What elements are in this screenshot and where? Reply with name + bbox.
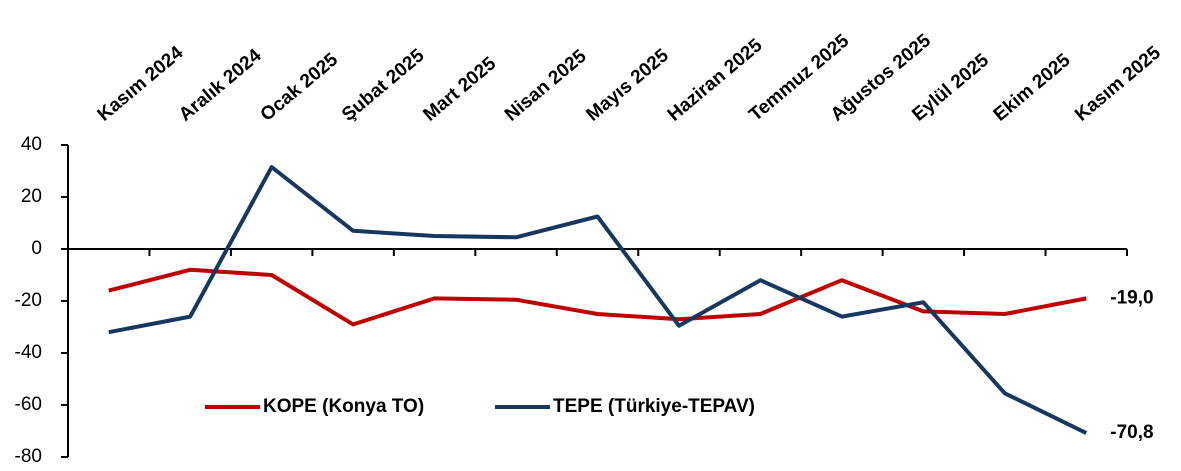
y-tick-label: -20 (15, 290, 42, 311)
y-tick-label: -80 (15, 446, 42, 467)
x-tick-label: Ocak 2025 (257, 49, 343, 126)
x-tick-label: Mayıs 2025 (582, 45, 673, 126)
x-tick-label: Aralık 2024 (175, 45, 266, 126)
y-tick-label: -60 (15, 394, 42, 415)
y-tick-label: 20 (21, 186, 42, 207)
x-tick-label: Şubat 2025 (338, 45, 429, 126)
y-tick-label: 0 (31, 238, 42, 259)
line (108, 267, 1087, 327)
legend-label: KOPE (Konya TO) (263, 396, 424, 417)
x-tick-label: Kasım 2025 (1071, 42, 1165, 126)
line (108, 165, 1088, 435)
x-tick-label: Mart 2025 (420, 53, 501, 126)
data-label: -70,8 (1110, 422, 1153, 443)
legend-label: TEPE (Türkiye-TEPAV) (553, 396, 755, 417)
y-tick-label: -40 (15, 342, 42, 363)
x-tick-label: Kasım 2024 (94, 42, 188, 126)
x-tick-label: Eylül 2025 (908, 50, 993, 126)
y-tick-label: 40 (21, 134, 42, 155)
x-tick-label: Nisan 2025 (501, 45, 591, 125)
data-label: -19,0 (1110, 287, 1153, 308)
x-tick-label: Ekim 2025 (990, 50, 1075, 126)
